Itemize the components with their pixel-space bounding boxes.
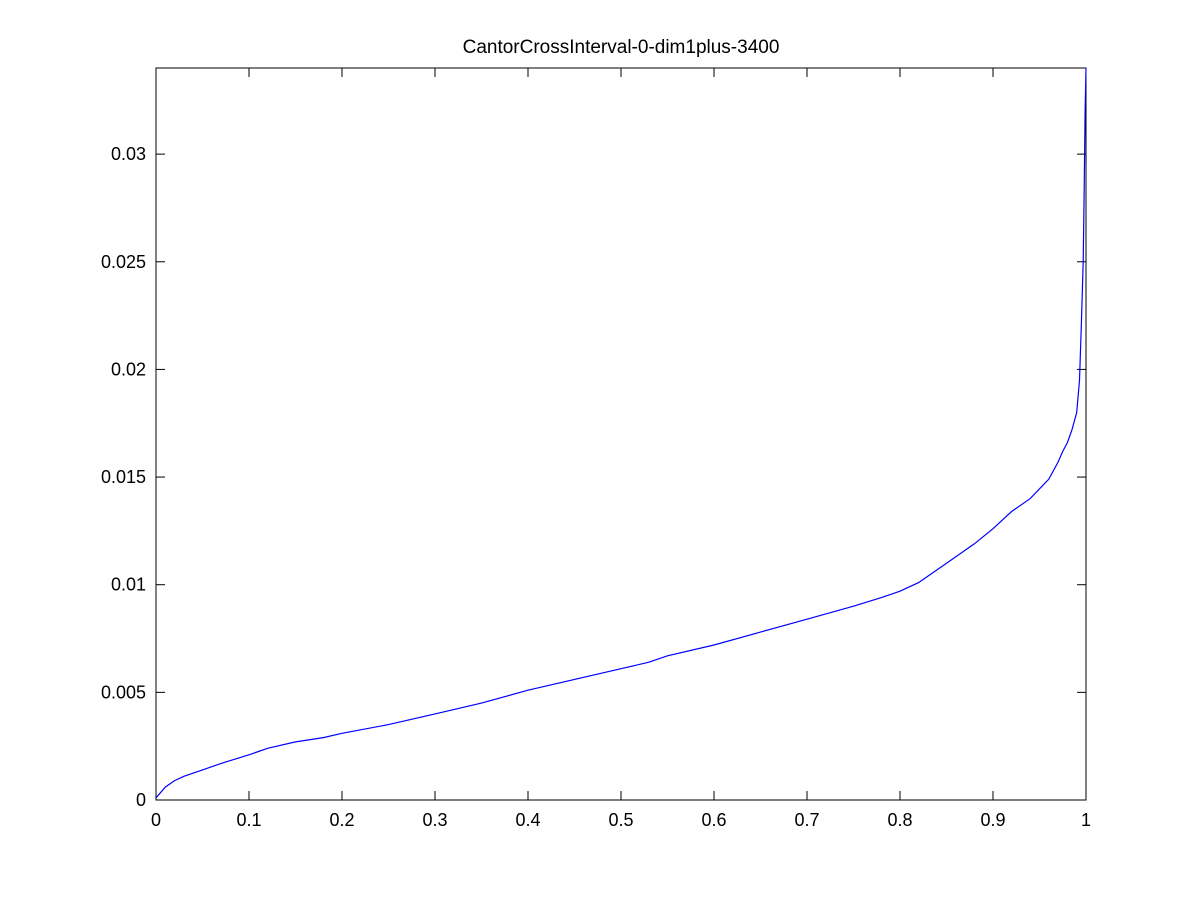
y-tick-label: 0.01 (111, 575, 146, 595)
y-tick-label: 0.03 (111, 144, 146, 164)
x-tick-label: 0.5 (608, 810, 633, 830)
x-tick-label: 0.4 (515, 810, 540, 830)
x-tick-label: 0.2 (329, 810, 354, 830)
axes-box (155, 67, 1087, 801)
x-tick-label: 0 (151, 810, 161, 830)
x-tick-label: 0.3 (422, 810, 447, 830)
y-tick-label: 0.015 (101, 467, 146, 487)
y-tick-label: 0 (136, 790, 146, 810)
x-tick-label: 1 (1081, 810, 1091, 830)
x-tick-label: 0.7 (794, 810, 819, 830)
plot-area: 0 0.1 0.2 0.3 0.4 0.5 0.6 0.7 0.8 0.9 1 0 0.005 0.01 0… (101, 67, 1091, 830)
data-series-line (155, 67, 1087, 799)
chart-title: CantorCrossInterval-0-dim1plus-3400 (463, 37, 780, 58)
x-tick-label: 0.9 (980, 810, 1005, 830)
y-tick-label: 0.025 (101, 252, 146, 272)
y-tick-label: 0.005 (101, 682, 146, 702)
x-tick-label: 0.1 (236, 810, 261, 830)
x-tick-label: 0.6 (701, 810, 726, 830)
y-tick-label: 0.02 (111, 359, 146, 379)
x-tick-label: 0.8 (887, 810, 912, 830)
